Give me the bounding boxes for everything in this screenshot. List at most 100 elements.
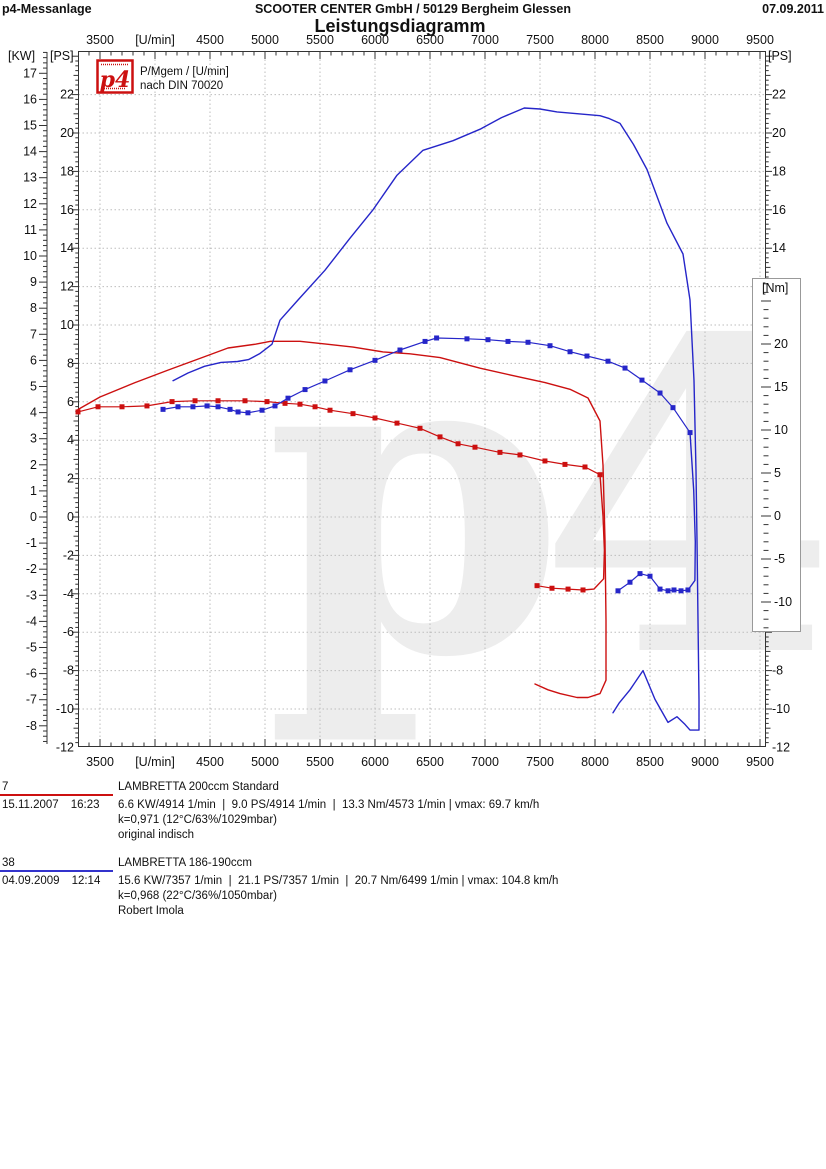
svg-text:6000: 6000 — [361, 33, 389, 47]
svg-text:p4: p4 — [265, 247, 820, 752]
data-marker — [505, 338, 511, 344]
data-marker — [347, 367, 353, 373]
data-marker — [372, 357, 378, 363]
data-marker — [647, 573, 653, 579]
svg-text:20: 20 — [774, 337, 788, 351]
svg-text:18: 18 — [772, 164, 786, 178]
data-marker — [297, 401, 303, 407]
svg-text:14: 14 — [60, 241, 74, 255]
data-marker — [582, 464, 588, 470]
svg-text:8: 8 — [67, 356, 74, 370]
svg-text:-1: -1 — [26, 536, 37, 550]
data-marker — [464, 336, 470, 342]
svg-text:5: 5 — [774, 466, 781, 480]
data-marker — [160, 406, 166, 412]
svg-text:3500: 3500 — [86, 755, 114, 769]
svg-text:6: 6 — [30, 353, 37, 367]
svg-text:7500: 7500 — [526, 755, 554, 769]
data-marker — [119, 404, 125, 410]
run-correction: k=0,971 (12°C/63%/1029mbar) — [118, 814, 277, 826]
data-marker — [584, 353, 590, 359]
svg-text:14: 14 — [23, 145, 37, 159]
svg-text:-10: -10 — [772, 702, 790, 716]
run-underline-0 — [0, 794, 113, 796]
svg-text:4: 4 — [30, 406, 37, 420]
data-marker — [517, 452, 523, 458]
data-marker — [397, 347, 403, 353]
svg-text:11: 11 — [24, 223, 37, 237]
svg-text:-12: -12 — [772, 740, 790, 754]
svg-text:1: 1 — [30, 484, 37, 498]
svg-text:-6: -6 — [26, 667, 37, 681]
data-marker — [327, 407, 333, 413]
data-marker — [455, 441, 461, 447]
svg-text:-8: -8 — [63, 664, 74, 678]
svg-text:P/Mgem / [U/min]: P/Mgem / [U/min] — [140, 66, 229, 78]
data-marker — [215, 404, 221, 410]
app-name: p4-Messanlage — [2, 2, 92, 16]
svg-text:5: 5 — [30, 380, 37, 394]
run-note: original indisch — [118, 829, 195, 841]
svg-text:8000: 8000 — [581, 755, 609, 769]
data-marker — [95, 404, 101, 410]
svg-text:7: 7 — [30, 327, 37, 341]
axis-labels: 35003500[U/min][U/min]450045005000500055… — [8, 33, 792, 769]
run-time: 16:23 — [70, 799, 100, 811]
report-date: 07.09.2011 — [762, 2, 824, 16]
svg-text:6500: 6500 — [416, 33, 444, 47]
svg-text:0: 0 — [67, 510, 74, 524]
svg-text:[Nm]: [Nm] — [762, 281, 788, 295]
run-time: 12:14 — [71, 875, 101, 887]
gridlines — [78, 51, 766, 747]
svg-text:13: 13 — [23, 171, 37, 185]
svg-text:17: 17 — [23, 66, 37, 80]
data-marker — [302, 387, 308, 393]
data-marker — [282, 400, 288, 406]
svg-text:4: 4 — [67, 433, 74, 447]
svg-text:-4: -4 — [26, 614, 37, 628]
svg-text:4500: 4500 — [196, 33, 224, 47]
svg-text:15: 15 — [23, 119, 37, 133]
data-marker — [615, 588, 621, 594]
data-marker — [665, 588, 671, 594]
svg-text:0: 0 — [774, 509, 781, 523]
svg-text:8: 8 — [30, 301, 37, 315]
svg-text:14: 14 — [772, 241, 786, 255]
nm-axis-box: 20 15 10 5 0 -5 -10 [Nm] — [752, 278, 801, 632]
svg-text:12: 12 — [60, 280, 74, 294]
svg-text:22: 22 — [772, 88, 786, 102]
svg-text:22: 22 — [60, 88, 74, 102]
data-marker — [372, 415, 378, 421]
svg-text:20: 20 — [60, 126, 74, 140]
data-marker — [497, 449, 503, 455]
data-marker — [192, 398, 198, 404]
data-marker — [472, 444, 478, 450]
data-marker — [215, 398, 221, 404]
svg-text:8500: 8500 — [636, 755, 664, 769]
svg-text:-3: -3 — [26, 588, 37, 602]
data-marker — [542, 458, 548, 464]
curve-torque-blue — [160, 335, 696, 594]
svg-text:2: 2 — [30, 458, 37, 472]
run-id: 38 — [2, 857, 15, 869]
data-marker — [562, 461, 568, 467]
svg-text:[PS]: [PS] — [768, 49, 792, 63]
svg-text:16: 16 — [60, 203, 74, 217]
data-marker — [75, 409, 81, 415]
curves — [75, 107, 700, 731]
svg-text:-2: -2 — [26, 562, 37, 576]
data-marker — [242, 398, 248, 404]
data-marker — [312, 404, 318, 410]
svg-text:5500: 5500 — [306, 33, 334, 47]
data-marker — [144, 403, 150, 409]
data-marker — [639, 377, 645, 383]
svg-text:nach DIN 70020: nach DIN 70020 — [140, 80, 223, 92]
data-marker — [565, 586, 571, 592]
svg-text:9500: 9500 — [746, 33, 774, 47]
data-marker — [204, 403, 210, 409]
data-marker — [622, 365, 628, 371]
data-marker — [245, 410, 251, 416]
svg-text:10: 10 — [774, 423, 788, 437]
data-marker — [264, 399, 270, 405]
data-marker — [437, 434, 443, 440]
